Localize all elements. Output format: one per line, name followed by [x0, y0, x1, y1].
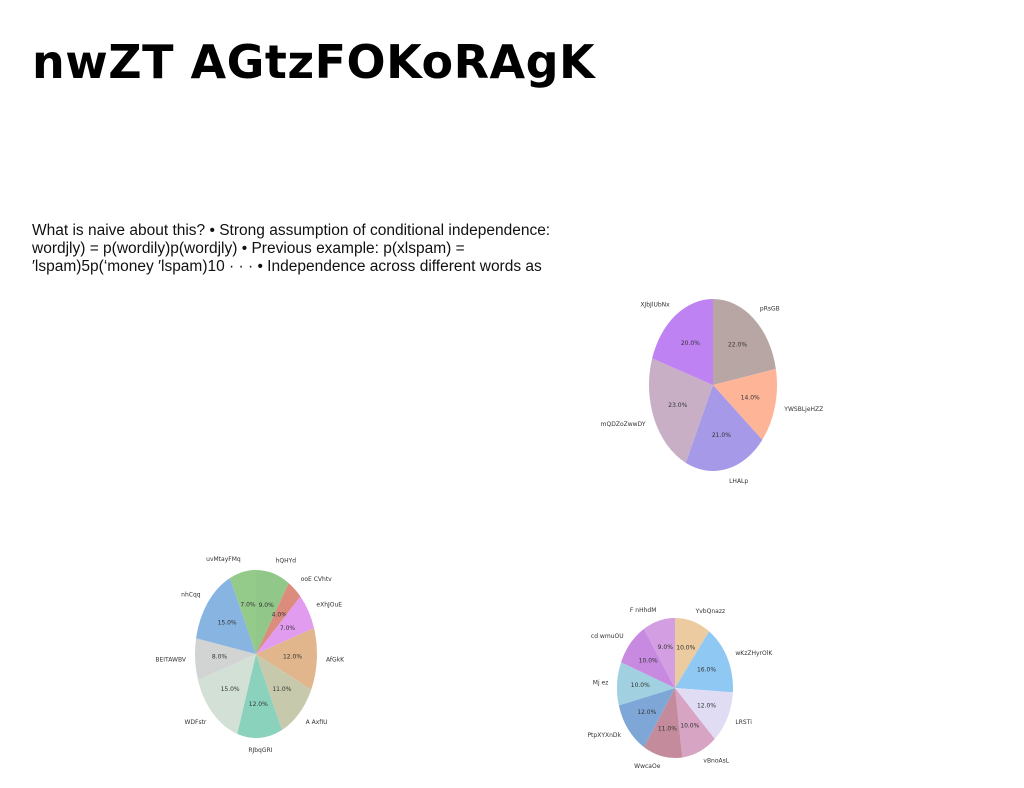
pie-slice [618, 688, 675, 748]
pie-category-label: eXhJOuE [316, 601, 342, 608]
body-text: What is naive about this? • Strong assum… [32, 222, 592, 276]
pie-percent-label: 12.0% [249, 701, 268, 708]
pie-percent-label: 12.0% [283, 654, 302, 661]
pie-percent-label: 11.0% [272, 686, 291, 693]
pie-percent-label: 9.0% [259, 602, 275, 609]
pie-percent-label: 7.0% [280, 625, 296, 632]
pie-category-label: LRSTi [735, 719, 752, 726]
pie-percent-label: 11.0% [658, 726, 677, 733]
pie-category-label: uvMtayFMq [206, 556, 241, 563]
pie-percent-label: 12.0% [637, 709, 656, 716]
pie-slice [652, 299, 713, 385]
pie-category-label: BEITAWBV [155, 657, 187, 664]
pie-category-label: mQDZoZwwDY [601, 421, 646, 428]
pie-category-label: hQHYd [276, 558, 297, 565]
pie-slice [643, 618, 675, 688]
pie-category-label: cd wmuOU [591, 633, 624, 640]
body-text-line: What is naive about this? • Strong assum… [32, 222, 551, 239]
pie-category-label: WwcaOe [634, 763, 661, 770]
pie-percent-label: 10.0% [680, 723, 699, 730]
pie-percent-label: 22.0% [728, 342, 747, 349]
pie-slice [237, 654, 282, 739]
page-title: nwZT AGtzFOKoRAgK [32, 35, 596, 89]
pie-slice [256, 583, 301, 654]
pie-slice [256, 596, 315, 654]
pie-percent-label: 23.0% [668, 402, 687, 409]
pie-percent-label: 7.0% [240, 601, 256, 608]
pie-percent-label: 4.0% [272, 612, 288, 619]
pie-category-label: ooE CVhtv [301, 576, 332, 583]
pie-category-label: Mj ez [593, 679, 609, 686]
pie-slice [195, 638, 256, 680]
pie-category-label: YvbQnazz [695, 608, 726, 615]
pie-category-label: LHALp [729, 478, 748, 485]
pie-slice [256, 654, 312, 731]
pie-percent-label: 16.0% [697, 667, 716, 674]
pie-category-label: nhCqq [181, 591, 201, 598]
pie-category-label: PtpXYXnDk [587, 732, 621, 739]
pie-category-label: A AxfIU [306, 719, 328, 726]
pie-slice [196, 577, 256, 654]
pie-category-label: RJbqGRI [248, 747, 272, 754]
pie-percent-label: 10.0% [631, 682, 650, 689]
pie-slice [713, 299, 776, 385]
pie-slice [675, 631, 734, 693]
pie-slice [621, 628, 675, 688]
pie-percent-label: 10.0% [639, 658, 658, 665]
pie-category-label: YWSBLjeHZZ [783, 406, 823, 413]
pie-percent-label: 9.0% [658, 644, 674, 651]
pie-slice [616, 662, 675, 706]
pie-slice [643, 688, 683, 759]
pie-percent-label: 21.0% [712, 432, 731, 439]
pie-percent-label: 14.0% [741, 394, 760, 401]
pie-category-label: vBnoAsL [703, 757, 729, 764]
pie-slice [197, 654, 256, 734]
pie-slice [685, 385, 763, 472]
pie-slice [675, 618, 710, 688]
pie-percent-label: 15.0% [218, 620, 237, 627]
pie-category-label: pRsGB [760, 305, 780, 312]
pie-percent-label: 10.0% [676, 645, 695, 652]
pie-percent-label: 15.0% [221, 686, 240, 693]
pie-slice [675, 688, 733, 740]
body-text-line: ′lspam)5p(‘money ′lspam)10 · · · • Indep… [32, 258, 542, 275]
body-text-line: wordjly) = p(wordily)p(wordjly) • Previo… [32, 240, 465, 257]
pie-category-label: XJbJlUbNx [640, 302, 670, 309]
pie-slice [256, 570, 289, 654]
pie-slice [230, 569, 256, 654]
pie-slice [713, 368, 778, 440]
pie-percent-label: 12.0% [697, 702, 716, 709]
pie-category-label: AfGkK [326, 657, 345, 664]
pie-category-label: F nHhdM [630, 607, 656, 614]
pie-category-label: wKzZHyrOlK [735, 650, 773, 657]
pie-percent-label: 20.0% [681, 340, 700, 347]
pie-slice [256, 628, 317, 690]
pie-percent-label: 8.0% [212, 654, 228, 661]
pie-slice [675, 688, 715, 758]
pie-slice [648, 358, 713, 463]
pie-category-label: WDFstr [184, 719, 206, 726]
